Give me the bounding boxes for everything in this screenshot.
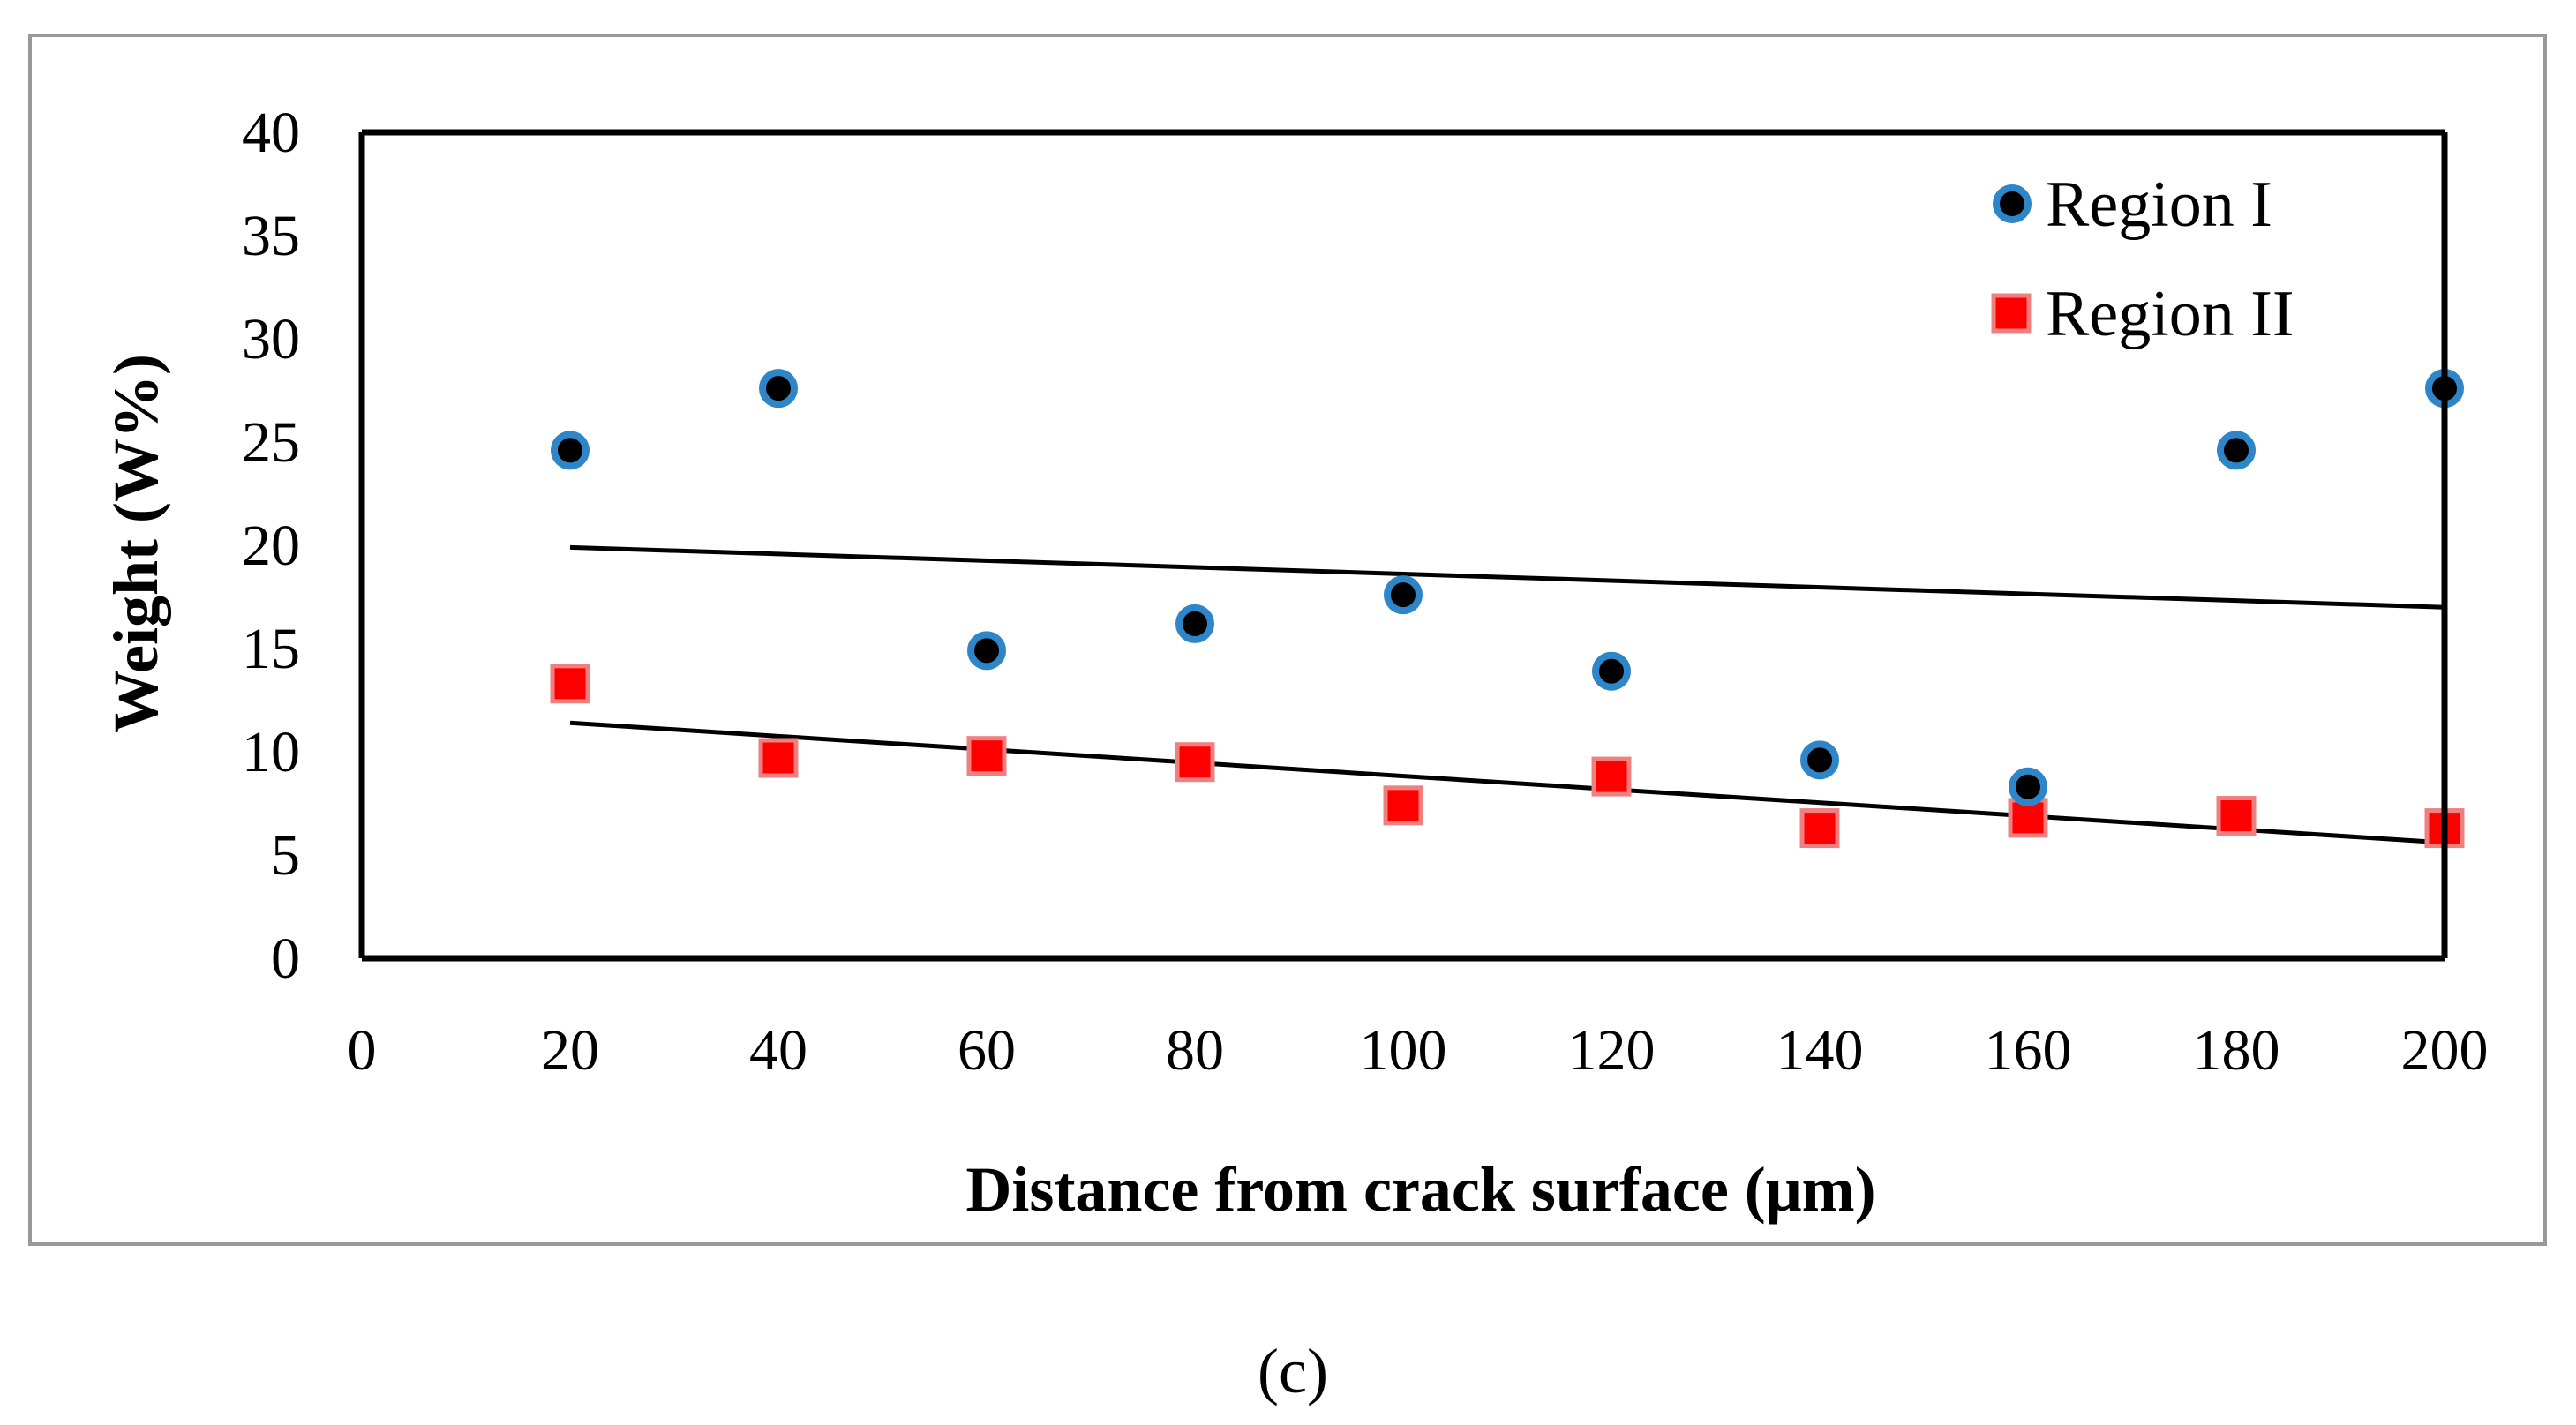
y-tick-label: 15 [242, 617, 300, 681]
y-tick-label: 40 [242, 101, 300, 165]
y-tick-label: 5 [271, 823, 300, 888]
region-1-point [1175, 604, 1214, 643]
legend-label-region-2: Region II [2046, 278, 2294, 350]
x-tick-label: 0 [348, 1018, 377, 1083]
region-2-point [1591, 756, 1632, 797]
chart-frame [28, 34, 2547, 1246]
region-1-point [967, 631, 1006, 671]
y-tick-label: 20 [242, 514, 300, 578]
region-2-point [2216, 796, 2257, 836]
x-tick-label: 40 [749, 1018, 807, 1083]
region-1-point [1384, 575, 1423, 615]
region-1-point [759, 369, 798, 409]
region-2-point [1383, 785, 1423, 826]
region-2-point [966, 736, 1007, 776]
region-1-point [1800, 740, 1839, 780]
y-tick-label: 10 [242, 720, 300, 784]
region-1-point [2009, 767, 2047, 806]
region-1-point [1592, 651, 1631, 691]
x-axis-title: Distance from crack surface (μm) [965, 1154, 1875, 1225]
trendline-region-2 [569, 720, 2445, 845]
x-tick-labels: 0 20 40 60 80 100 120 140 160 180 200 [348, 1018, 2489, 1083]
legend-marker-region-2 [1991, 293, 2032, 334]
region-2-point [758, 738, 799, 778]
trendline-region-1 [569, 544, 2445, 610]
figure-caption: (c) [1258, 1336, 1328, 1406]
region-2-point [1799, 808, 1840, 849]
x-tick-label: 60 [958, 1018, 1016, 1083]
region-1-point [2217, 431, 2256, 470]
y-tick-labels: 0 5 10 15 20 25 30 35 40 [242, 101, 300, 991]
trendlines [569, 544, 2445, 845]
y-tick-label: 35 [242, 204, 300, 268]
x-tick-label: 160 [1985, 1018, 2072, 1083]
data-points [550, 369, 2465, 849]
x-tick-label: 100 [1360, 1018, 1447, 1083]
x-tick-label: 80 [1166, 1018, 1224, 1083]
legend: Region I Region II [1991, 169, 2294, 350]
y-axis-title: Weight (W%) [101, 354, 171, 733]
region-1-point [551, 431, 590, 470]
y-tick-label: 30 [242, 307, 300, 371]
x-tick-label: 200 [2401, 1018, 2489, 1083]
x-tick-label: 20 [541, 1018, 599, 1083]
y-tick-label: 25 [242, 410, 300, 475]
region-2-point [1175, 742, 1215, 783]
legend-label-region-1: Region I [2046, 169, 2272, 241]
x-tick-label: 140 [1776, 1018, 1864, 1083]
region-2-point [550, 664, 590, 704]
x-tick-label: 120 [1568, 1018, 1656, 1083]
legend-marker-region-1 [1993, 184, 2032, 223]
x-tick-label: 180 [2193, 1018, 2280, 1083]
y-tick-label: 0 [271, 926, 300, 991]
